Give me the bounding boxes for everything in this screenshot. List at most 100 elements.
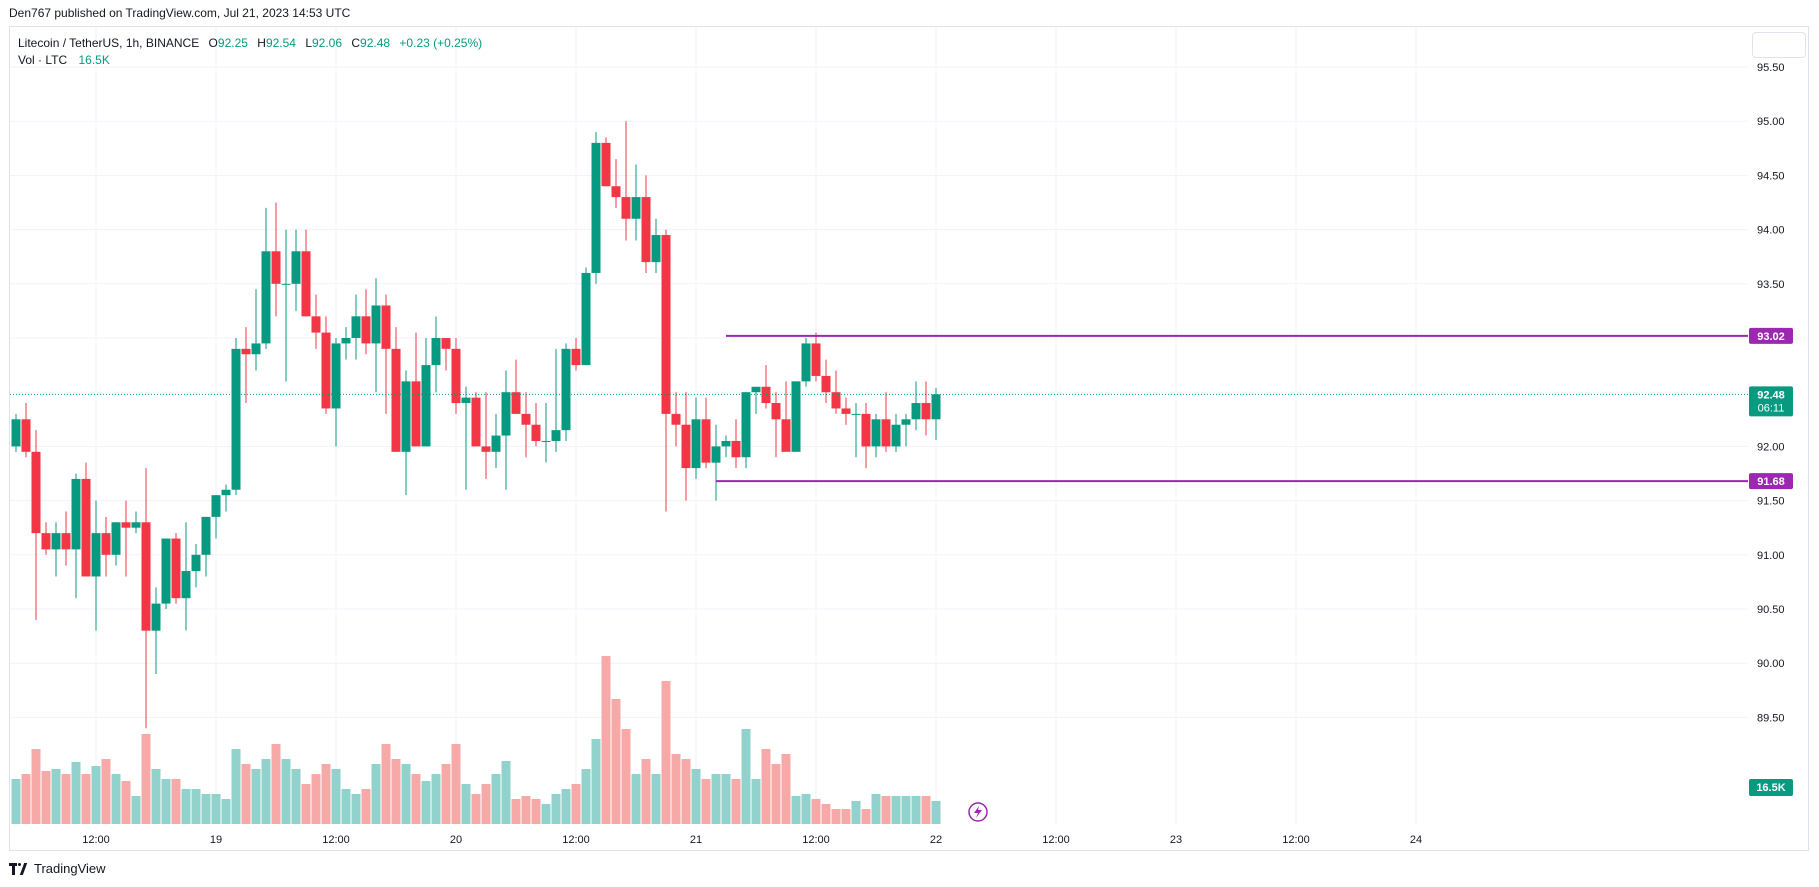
volume-bar [191, 789, 201, 824]
candle-body [161, 538, 171, 604]
candle-body [391, 348, 401, 452]
symbol-legend: Litecoin / TetherUS, 1h, BINANCE O92.25 … [18, 36, 483, 67]
volume-bar [271, 744, 281, 824]
chart-frame [9, 26, 1809, 851]
volume-bar [31, 749, 41, 824]
footer-branding: TradingView [9, 861, 106, 876]
x-tick-label: 20 [450, 834, 462, 846]
volume-title[interactable]: Vol · LTC [18, 53, 68, 67]
high-value: 92.54 [265, 36, 296, 50]
volume-bar [751, 779, 761, 824]
candle-body [231, 348, 241, 490]
volume-bar [881, 796, 891, 824]
volume-bar [931, 801, 941, 824]
volume-bar [781, 754, 791, 824]
volume-bar [701, 779, 711, 824]
candle-body [341, 338, 351, 344]
candle-body [791, 381, 801, 452]
volume-bar [101, 759, 111, 824]
volume-bar [51, 769, 61, 824]
volume-bar [391, 759, 401, 824]
volume-bar [611, 699, 621, 824]
volume-bar [531, 799, 541, 824]
candle-body [201, 516, 211, 555]
volume-bar [541, 804, 551, 824]
candle-body [881, 419, 891, 447]
y-tick-label: 94.50 [1757, 170, 1785, 182]
volume-bar [641, 759, 651, 824]
volume-bar [491, 774, 501, 824]
candle-body [641, 197, 651, 263]
candle-body [171, 538, 181, 599]
volume-value: 16.5K [78, 53, 110, 67]
candle-body [901, 419, 911, 425]
candle-body [581, 272, 591, 366]
candle-body [851, 413, 861, 415]
volume-bar [911, 796, 921, 824]
x-tick-label: 12:00 [322, 834, 350, 846]
volume-bar [201, 794, 211, 824]
volume-bar [411, 774, 421, 824]
x-tick-label: 23 [1170, 834, 1182, 846]
candle-body [561, 348, 571, 431]
symbol-title[interactable]: Litecoin / TetherUS, 1h, BINANCE [18, 36, 200, 50]
volume-bar [341, 789, 351, 824]
candle-body [371, 305, 381, 344]
volume-bar [421, 781, 431, 824]
volume-bar [661, 681, 671, 824]
x-tick-label: 12:00 [82, 834, 110, 846]
volume-bar [311, 774, 321, 824]
candle-body [151, 603, 161, 631]
candle-body [691, 419, 701, 469]
candle-body [261, 251, 271, 344]
candle-body [351, 316, 361, 338]
volume-bar [791, 796, 801, 824]
level-price-label: 93.02 [1757, 331, 1785, 343]
volume-bar [721, 774, 731, 824]
candle-body [761, 386, 771, 404]
x-tick-label: 12:00 [1282, 834, 1310, 846]
candle-body [251, 343, 261, 355]
candle-body [211, 495, 221, 517]
candle-body [21, 419, 31, 452]
volume-bar [481, 784, 491, 824]
volume-bar [371, 764, 381, 824]
volume-bar [761, 749, 771, 824]
volume-bar [161, 779, 171, 824]
grid-lines [10, 27, 1748, 825]
volume-bar [241, 764, 251, 824]
candle-body [611, 186, 621, 198]
candle-body [681, 424, 691, 469]
volume-bar [301, 784, 311, 824]
candle-body [651, 235, 661, 263]
last-price-badge [1749, 386, 1793, 417]
volume-bar [811, 799, 821, 824]
candle-body [281, 283, 291, 285]
tradingview-logo-icon [9, 862, 29, 875]
candle-body [781, 419, 791, 452]
volume-bar [61, 774, 71, 824]
volume-bar [731, 779, 741, 824]
candle-body [571, 348, 581, 366]
candle-body [111, 522, 121, 555]
volume-bar [501, 761, 511, 824]
candle-body [271, 251, 281, 284]
lightning-icon[interactable] [968, 802, 988, 822]
top-right-button[interactable] [1752, 32, 1806, 58]
x-tick-label: 12:00 [802, 834, 830, 846]
candle-body [931, 394, 941, 420]
candle-body [501, 392, 511, 436]
volume-bar [221, 799, 231, 824]
level-price-label: 91.68 [1757, 476, 1785, 488]
volume-bar [551, 794, 561, 824]
candle-body [401, 381, 411, 452]
last-price-label: 92.48 [1757, 389, 1785, 401]
candle-body [591, 142, 601, 273]
candle-body [551, 430, 561, 441]
volume-bar [291, 769, 301, 824]
candle-body [921, 403, 931, 420]
plot-area [10, 121, 1748, 824]
volume-bar [431, 774, 441, 824]
candle-body [41, 533, 51, 550]
